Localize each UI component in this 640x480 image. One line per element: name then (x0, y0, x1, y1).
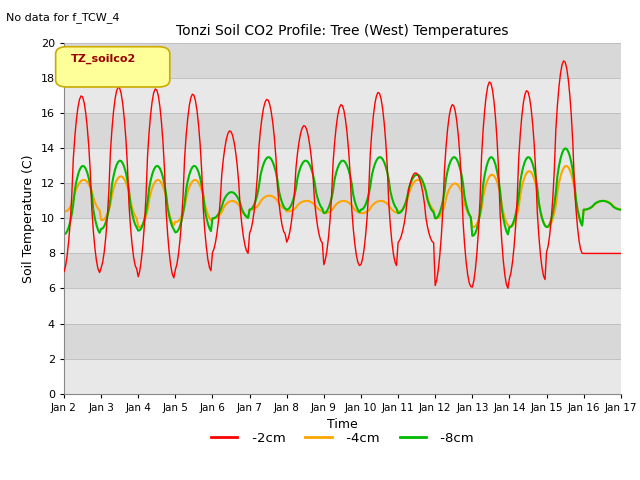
Bar (64, 253, 621, 288)
FancyBboxPatch shape (56, 47, 170, 87)
Title: Tonzi Soil CO2 Profile: Tree (West) Temperatures: Tonzi Soil CO2 Profile: Tree (West) Temp… (176, 24, 509, 38)
Bar (64, 359, 621, 394)
Bar (64, 78, 621, 113)
Bar (64, 113, 621, 148)
Text: No data for f_TCW_4: No data for f_TCW_4 (6, 12, 120, 23)
X-axis label: Time: Time (327, 418, 358, 431)
Bar (64, 183, 621, 218)
Bar (64, 324, 621, 359)
Y-axis label: Soil Temperature (C): Soil Temperature (C) (22, 154, 35, 283)
Bar (64, 218, 621, 253)
Bar (64, 288, 621, 324)
Bar (64, 148, 621, 183)
Legend:  -2cm,  -4cm,  -8cm: -2cm, -4cm, -8cm (205, 427, 479, 450)
Text: TZ_soilco2: TZ_soilco2 (70, 54, 136, 64)
Bar (64, 43, 621, 78)
